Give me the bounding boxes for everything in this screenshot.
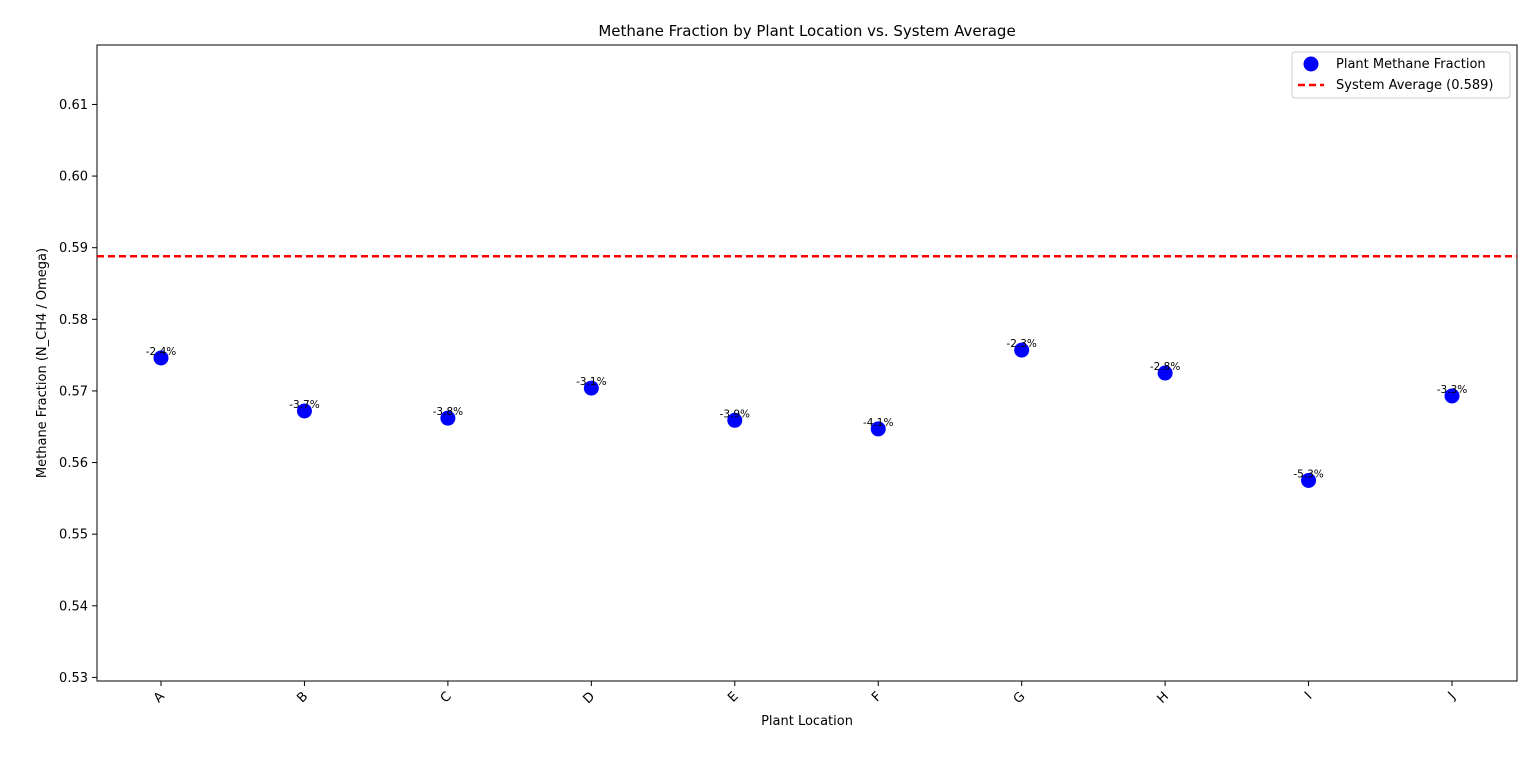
data-label-f: -4.1% — [863, 417, 893, 429]
data-point-d — [583, 380, 599, 396]
x-tick-label: J — [1445, 689, 1459, 703]
data-point-c — [440, 410, 456, 426]
plot-area — [96, 44, 1518, 682]
chart-title: Methane Fraction by Plant Location vs. S… — [598, 22, 1015, 40]
y-tick-label: 0.55 — [59, 528, 88, 543]
x-tick-label: G — [1011, 689, 1029, 707]
y-tick-label: 0.54 — [59, 599, 88, 614]
legend-label-scatter: Plant Methane Fraction — [1336, 57, 1486, 72]
y-axis-label: Methane Fraction (N_CH4 / Omega) — [35, 248, 50, 478]
y-tick-label: 0.57 — [59, 384, 88, 399]
y-tick-label: 0.60 — [59, 170, 88, 185]
x-axis-ticks: A B C D E F G H I J — [151, 681, 1459, 707]
x-tick-label: D — [580, 689, 598, 707]
data-labels: -2.4% -3.7% -3.8% -3.1% -3.9% -4.1% -2.3% -2.8%… — [146, 338, 1467, 480]
y-tick-label: 0.61 — [59, 98, 88, 113]
y-tick-label: 0.58 — [59, 313, 88, 328]
data-points — [153, 342, 1460, 488]
y-axis-ticks: 0.53 0.54 0.55 0.56 0.57 0.58 0.59 0.60 0.61 — [59, 98, 97, 686]
y-tick-label: 0.56 — [59, 456, 88, 471]
legend-box — [1291, 51, 1511, 99]
legend: Plant Methane Fraction System Average (0… — [1291, 51, 1511, 99]
data-point-e — [727, 412, 743, 428]
data-label-a: -2.4% — [146, 346, 176, 358]
data-label-i: -5.3% — [1293, 468, 1323, 480]
x-tick-label: C — [438, 689, 455, 706]
data-label-h: -2.8% — [1150, 361, 1180, 373]
y-tick-label: 0.53 — [59, 671, 88, 686]
x-tick-label: I — [1302, 689, 1315, 702]
x-tick-label: B — [294, 689, 311, 706]
data-label-j: -3.3% — [1437, 384, 1467, 396]
x-tick-label: E — [725, 689, 741, 705]
y-tick-label: 0.59 — [59, 241, 88, 256]
x-tick-label: A — [151, 689, 168, 706]
legend-marker-scatter — [1303, 56, 1319, 72]
data-point-j — [1444, 388, 1460, 404]
x-tick-label: H — [1154, 689, 1172, 707]
x-tick-label: F — [869, 689, 885, 705]
data-point-b — [296, 403, 312, 419]
data-label-c: -3.8% — [433, 406, 463, 418]
data-point-f — [870, 421, 886, 437]
data-point-g — [1014, 342, 1030, 358]
data-label-d: -3.1% — [576, 376, 606, 388]
data-label-e: -3.9% — [720, 408, 750, 420]
data-label-g: -2.3% — [1006, 338, 1036, 350]
x-axis-label: Plant Location — [761, 714, 853, 729]
legend-label-line: System Average (0.589) — [1336, 78, 1494, 93]
data-point-a — [153, 350, 169, 366]
data-point-h — [1157, 365, 1173, 381]
data-point-i — [1301, 472, 1317, 488]
data-label-b: -3.7% — [289, 399, 319, 411]
